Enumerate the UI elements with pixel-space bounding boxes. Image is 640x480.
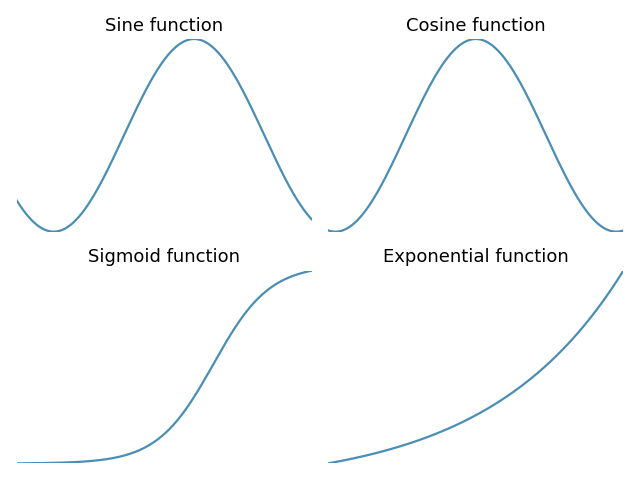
Title: Exponential function: Exponential function bbox=[383, 248, 569, 266]
Title: Sine function: Sine function bbox=[105, 17, 223, 35]
Title: Sigmoid function: Sigmoid function bbox=[88, 248, 240, 266]
Title: Cosine function: Cosine function bbox=[406, 17, 546, 35]
